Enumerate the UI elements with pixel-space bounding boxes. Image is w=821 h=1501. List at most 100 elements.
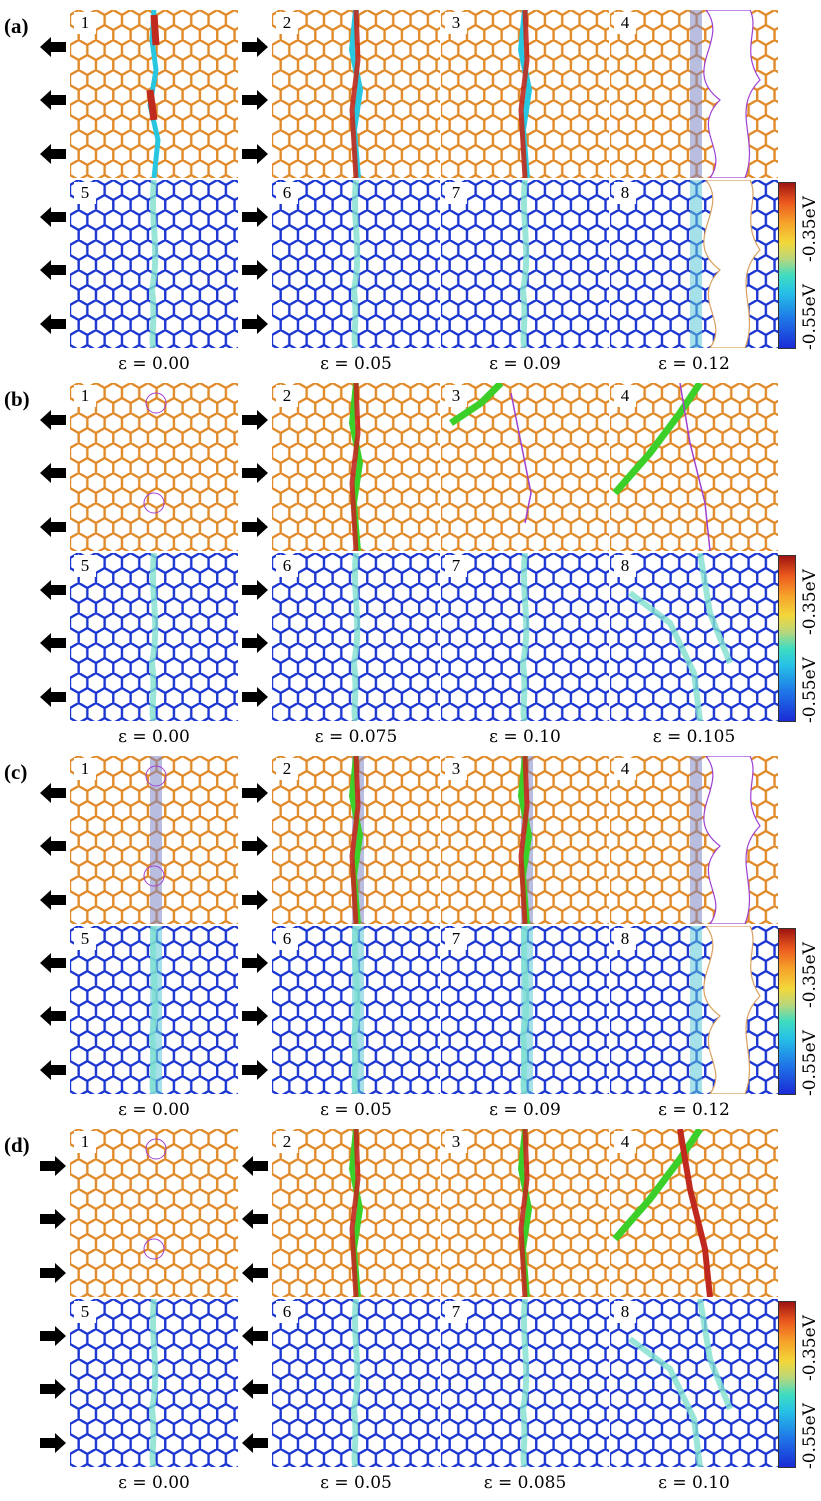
lattice-energy-map: [272, 180, 440, 348]
load-arrow-right: [242, 37, 268, 57]
panel-number: 6: [276, 1301, 298, 1323]
panel-number: 5: [74, 182, 96, 204]
load-arrow-right: [242, 517, 268, 537]
strain-label: ε = 0.05: [320, 1473, 392, 1493]
load-arrow-right: [242, 953, 268, 973]
snapshot-panel: 5: [70, 180, 238, 348]
lattice-energy-map: [441, 1299, 609, 1467]
load-arrow-left: [40, 37, 66, 57]
load-arrow-left: [40, 90, 66, 110]
load-arrow-left: [242, 1379, 268, 1399]
lattice-energy-map: [272, 1299, 440, 1467]
colorbar-top-label: -0.35eV: [800, 569, 820, 635]
lattice-structure: [70, 1129, 238, 1297]
snapshot-panel: 4: [610, 383, 778, 551]
panel-number: 8: [614, 182, 636, 204]
colorbar-top-label: -0.35eV: [800, 942, 820, 1008]
load-arrow-right: [242, 687, 268, 707]
snapshot-panel: 4: [610, 10, 778, 178]
strain-label: ε = 0.09: [489, 354, 561, 374]
panel-number: 5: [74, 928, 96, 950]
snapshot-panel: 5: [70, 553, 238, 721]
panel-number: 2: [276, 12, 298, 34]
load-arrow-left: [40, 580, 66, 600]
panel-number: 1: [74, 758, 96, 780]
strain-label: ε = 0.09: [489, 1100, 561, 1120]
load-arrow-right: [242, 836, 268, 856]
panel-number: 1: [74, 385, 96, 407]
load-arrow-right: [242, 314, 268, 334]
snapshot-panel: 6: [272, 553, 440, 721]
snapshot-panel: 1: [70, 756, 238, 924]
lattice-structure: [272, 1129, 440, 1297]
lattice-energy-map: [441, 553, 609, 721]
load-arrow-left: [40, 890, 66, 910]
snapshot-panel: 2: [272, 383, 440, 551]
colorbar-bottom-label: -0.55eV: [800, 657, 820, 723]
snapshot-panel: 3: [441, 10, 609, 178]
panel-number: 6: [276, 928, 298, 950]
panel-number: 4: [614, 385, 636, 407]
lattice-structure: [441, 10, 609, 178]
strain-label: ε = 0.12: [658, 354, 730, 374]
figure-group: (c) 1 2 3 4 5 6 7 8 ε = 0.00 ε = 0.05 ε = 0.09 ε = 0…: [0, 756, 821, 1128]
snapshot-panel: 3: [441, 383, 609, 551]
snapshot-panel: 7: [441, 1299, 609, 1467]
load-arrow-right: [40, 1433, 66, 1453]
panel-number: 8: [614, 555, 636, 577]
lattice-energy-map: [70, 553, 238, 721]
energy-colorbar: [778, 555, 796, 722]
snapshot-panel: 6: [272, 926, 440, 1094]
lattice-energy-map: [441, 180, 609, 348]
panel-number: 7: [445, 555, 467, 577]
snapshot-panel: 8: [610, 553, 778, 721]
panel-number: 2: [276, 1131, 298, 1153]
lattice-energy-map: [610, 926, 778, 1094]
load-arrow-right: [40, 1326, 66, 1346]
panel-number: 4: [614, 12, 636, 34]
panel-number: 3: [445, 758, 467, 780]
panel-number: 4: [614, 758, 636, 780]
colorbar-bottom-label: -0.55eV: [800, 1030, 820, 1096]
load-arrow-left: [242, 1433, 268, 1453]
load-arrow-left: [40, 207, 66, 227]
panel-number: 5: [74, 1301, 96, 1323]
strain-label: ε = 0.05: [320, 1100, 392, 1120]
strain-label: ε = 0.00: [118, 1100, 190, 1120]
panel-number: 8: [614, 928, 636, 950]
load-arrow-left: [40, 836, 66, 856]
strain-label: ε = 0.12: [658, 1100, 730, 1120]
colorbar-bottom-label: -0.55eV: [800, 1403, 820, 1469]
strain-label: ε = 0.10: [489, 727, 561, 747]
load-arrow-right: [40, 1156, 66, 1176]
load-arrow-right: [242, 260, 268, 280]
load-arrow-left: [40, 463, 66, 483]
panel-number: 7: [445, 1301, 467, 1323]
snapshot-panel: 3: [441, 1129, 609, 1297]
lattice-energy-map: [272, 553, 440, 721]
colorbar-top-label: -0.35eV: [800, 196, 820, 262]
energy-colorbar: [778, 928, 796, 1095]
snapshot-panel: 8: [610, 180, 778, 348]
panel-number: 3: [445, 12, 467, 34]
load-arrow-left: [242, 1326, 268, 1346]
panel-number: 1: [74, 12, 96, 34]
strain-label: ε = 0.105: [652, 727, 736, 747]
load-arrow-left: [40, 517, 66, 537]
figure-group: (d) 1 2 3 4 5 6 7 8 ε = 0.00 ε = 0.05 ε = 0.085 ε = …: [0, 1129, 821, 1501]
load-arrow-left: [40, 144, 66, 164]
load-arrow-left: [40, 314, 66, 334]
energy-colorbar: [778, 182, 796, 349]
lattice-structure: [70, 383, 238, 551]
colorbar-top-label: -0.35eV: [800, 1315, 820, 1381]
snapshot-panel: 7: [441, 553, 609, 721]
snapshot-panel: 3: [441, 756, 609, 924]
lattice-energy-map: [70, 926, 238, 1094]
load-arrow-left: [40, 953, 66, 973]
load-arrow-left: [40, 1006, 66, 1026]
lattice-energy-map: [610, 180, 778, 348]
panel-number: 7: [445, 182, 467, 204]
panel-number: 6: [276, 555, 298, 577]
energy-colorbar: [778, 1301, 796, 1468]
panel-number: 5: [74, 555, 96, 577]
